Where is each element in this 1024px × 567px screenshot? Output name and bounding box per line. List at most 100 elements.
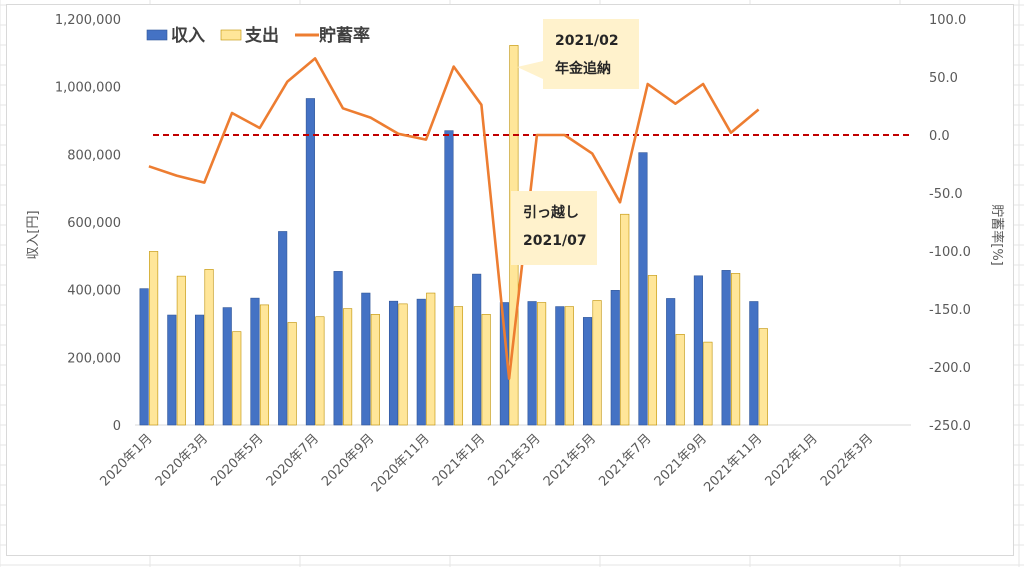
left-tick-label: 800,000: [67, 148, 121, 163]
right-tick-label: -50.0: [929, 187, 963, 202]
legend-swatch: [220, 29, 242, 41]
income-bar: [361, 292, 371, 426]
expense-bar: [537, 302, 547, 426]
x-tick-label: 2021年5月: [541, 431, 599, 489]
x-tick-label: 2020年1月: [97, 431, 155, 489]
left-tick-label: 1,000,000: [55, 81, 121, 96]
legend[interactable]: 収入 支出 貯蓄率: [146, 25, 370, 46]
income-bar: [278, 231, 288, 426]
expense-bar: [758, 328, 768, 426]
left-tick-label: 200,000: [67, 351, 121, 366]
x-tick-label: 2020年9月: [319, 431, 377, 489]
expense-bar: [426, 292, 436, 426]
income-bar: [693, 275, 703, 426]
callout-text: 2021/02: [555, 33, 619, 49]
expense-bar: [453, 306, 464, 426]
income-bar: [388, 300, 399, 426]
x-tick-label: 2021年1月: [430, 431, 488, 489]
expense-bar: [232, 331, 242, 426]
income-bar: [472, 273, 482, 426]
expense-bar: [370, 314, 380, 426]
income-bar: [638, 152, 648, 426]
right-y-axis: -250.0 -200.0 -150.0 -100.0 -50.0 0.0 50.0 100.…: [929, 13, 971, 434]
x-tick-label: 2020年11月: [369, 431, 433, 495]
left-tick-label: 0: [113, 419, 121, 434]
expense-bar: [703, 341, 713, 426]
legend-item[interactable]: 貯蓄率: [295, 25, 370, 46]
expense-bar: [620, 213, 630, 426]
legend-item[interactable]: 収入: [146, 26, 205, 46]
callout: 2021/02 年金追納: [517, 19, 639, 89]
expense-bar: [315, 316, 325, 426]
income-bar: [194, 314, 205, 426]
savings-rate-line: [148, 57, 760, 380]
expense-bar: [481, 314, 491, 426]
callout-box: [511, 191, 597, 265]
callout: 引っ越し 2021/07: [511, 191, 597, 265]
expense-bar: [259, 304, 270, 426]
expense-bar: [647, 275, 658, 426]
income-bar: [250, 297, 260, 426]
income-bar: [721, 270, 731, 426]
income-bar: [555, 306, 565, 426]
chart-area[interactable]: 0 200,000 400,000 600,000 800,000 1,000,000 1,…: [6, 4, 1014, 556]
x-tick-label: 2022年3月: [818, 431, 876, 489]
right-tick-label: -250.0: [929, 419, 971, 434]
x-tick-label: 2020年7月: [264, 431, 322, 489]
income-bar: [333, 271, 343, 426]
right-tick-label: 100.0: [929, 13, 966, 28]
x-tick-label: 2021年3月: [485, 431, 543, 489]
income-bar: [139, 288, 149, 426]
x-tick-label: 2022年1月: [763, 431, 821, 489]
income-bar: [167, 314, 177, 426]
expense-bar: [149, 251, 159, 426]
right-tick-label: -100.0: [929, 245, 971, 260]
income-bar: [222, 307, 232, 426]
legend-label: 支出: [245, 25, 279, 46]
expense-bar: [343, 308, 353, 426]
right-tick-label: -150.0: [929, 303, 971, 318]
income-bar: [666, 298, 676, 426]
expense-bar: [204, 269, 214, 426]
callout-box: [543, 19, 639, 89]
expense-bar: [398, 303, 408, 426]
x-tick-label: 2020年5月: [208, 431, 266, 489]
x-tick-label: 2021年7月: [596, 431, 654, 489]
left-y-axis: 0 200,000 400,000 600,000 800,000 1,000,000 1,…: [55, 13, 121, 434]
right-tick-label: 0.0: [929, 129, 950, 144]
callout-text: 2021/07: [523, 233, 587, 249]
expense-bar: [592, 300, 602, 426]
income-bar: [527, 301, 537, 426]
income-bar: [610, 290, 620, 426]
expense-bar: [564, 306, 574, 426]
left-tick-label: 1,200,000: [55, 13, 121, 28]
right-tick-label: 50.0: [929, 71, 958, 86]
left-tick-label: 600,000: [67, 216, 121, 231]
legend-swatch: [146, 29, 168, 41]
income-bar: [444, 130, 454, 426]
callout-text: 年金追納: [555, 60, 611, 77]
left-axis-title: 収入[円]: [26, 210, 41, 259]
right-axis-title: 貯蓄率[%]: [989, 204, 1005, 266]
legend-label: 貯蓄率: [319, 25, 370, 46]
right-tick-label: -200.0: [929, 361, 971, 376]
x-tick-label: 2020年3月: [153, 431, 211, 489]
legend-item[interactable]: 支出: [220, 25, 279, 46]
income-bar: [749, 301, 759, 426]
left-tick-label: 400,000: [67, 284, 121, 299]
callout-text: 引っ越し: [523, 204, 579, 221]
expense-bar: [731, 273, 741, 426]
income-bar: [582, 317, 593, 426]
x-tick-label: 2021年11月: [701, 431, 765, 495]
legend-label: 収入: [171, 26, 205, 46]
income-expense-chart: 0 200,000 400,000 600,000 800,000 1,000,000 1,…: [26, 13, 1005, 495]
x-axis: 2020年1月2020年3月2020年5月2020年7月2020年9月2020年…: [97, 424, 911, 495]
income-bar: [416, 298, 426, 426]
expense-bar: [287, 322, 297, 426]
callout-pointer: [517, 61, 543, 79]
expense-bar: [675, 334, 685, 426]
income-bar: [305, 98, 315, 426]
expense-bar: [176, 275, 186, 426]
x-tick-label: 2021年9月: [652, 431, 710, 489]
